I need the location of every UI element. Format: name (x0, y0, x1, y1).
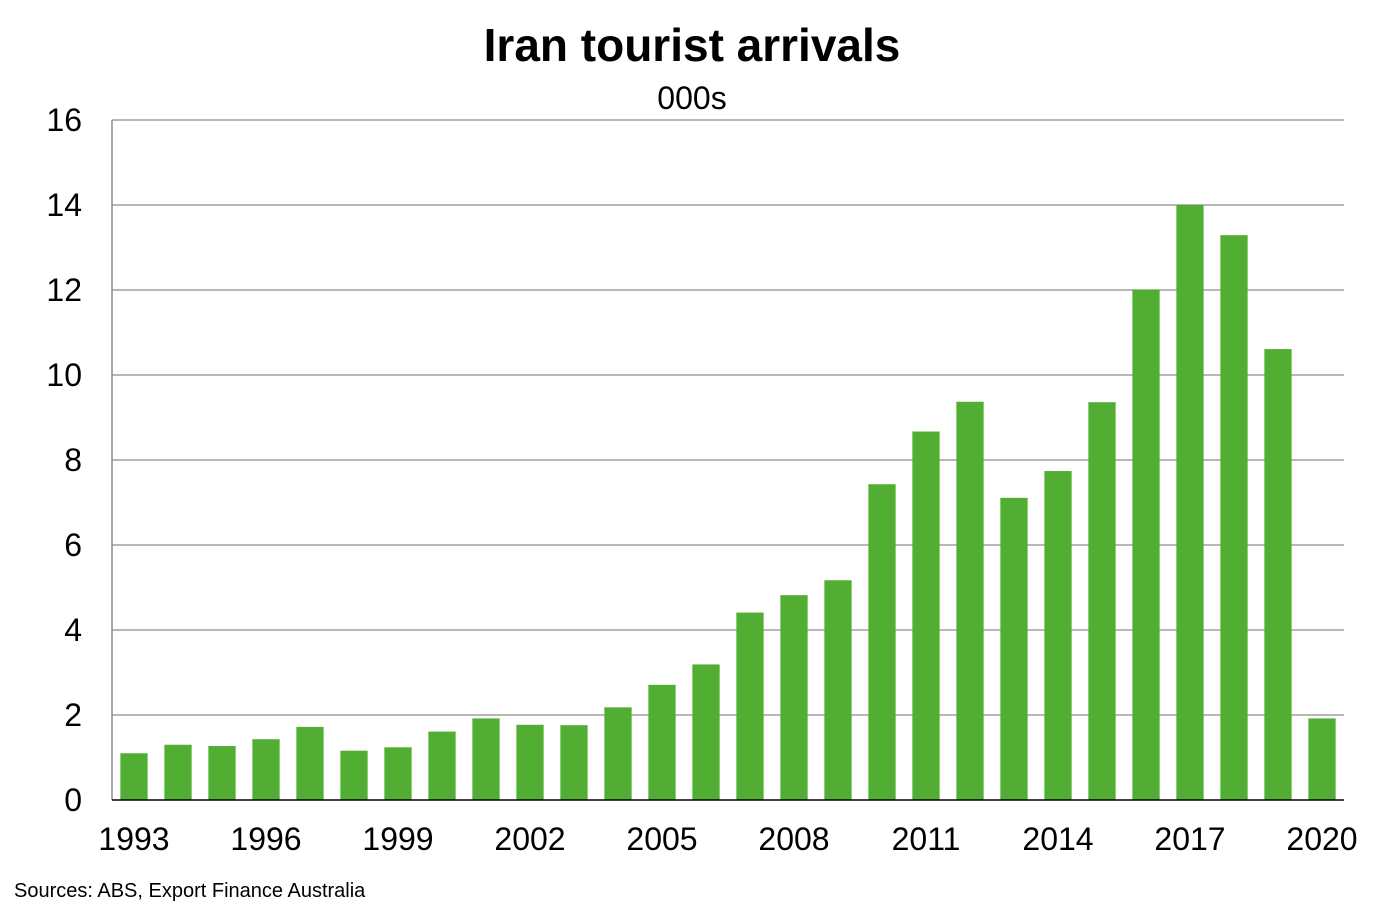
bar-2008 (780, 595, 808, 800)
y-tick-label: 2 (64, 697, 82, 733)
y-tick-label: 16 (46, 102, 82, 138)
x-tick-label: 1996 (230, 821, 301, 857)
bar-2010 (868, 484, 896, 800)
chart-title: Iran tourist arrivals (483, 19, 901, 71)
bar-1998 (340, 750, 368, 800)
bar-2000 (428, 731, 456, 800)
chart-subtitle: 000s (657, 80, 727, 116)
x-tick-label: 1999 (362, 821, 433, 857)
bar-2020 (1308, 718, 1336, 800)
x-tick-label: 2014 (1022, 821, 1093, 857)
bar-1997 (296, 726, 324, 800)
bar-2001 (472, 718, 500, 800)
bar-2016 (1132, 289, 1160, 800)
y-tick-label: 6 (64, 527, 82, 563)
bar-2011 (912, 431, 940, 800)
x-tick-label: 2008 (758, 821, 829, 857)
bar-2007 (736, 612, 764, 800)
bar-2014 (1044, 471, 1072, 800)
bar-2003 (560, 725, 588, 800)
source-note: Sources: ABS, Export Finance Australia (14, 880, 366, 902)
bar-2005 (648, 684, 676, 800)
x-tick-label: 2011 (892, 821, 961, 857)
bar-1993 (120, 753, 148, 800)
y-tick-label: 8 (64, 442, 82, 478)
bar-2004 (604, 707, 632, 800)
y-tick-label: 0 (64, 782, 82, 818)
bar-1996 (252, 739, 280, 800)
y-tick-label: 10 (46, 357, 82, 393)
x-tick-label: 1993 (98, 821, 169, 857)
y-tick-label: 12 (46, 272, 82, 308)
bar-2015 (1088, 402, 1116, 800)
y-tick-label: 14 (46, 187, 82, 223)
x-tick-label: 2005 (626, 821, 697, 857)
bar-2002 (516, 724, 544, 800)
bar-2006 (692, 664, 720, 800)
bar-2019 (1264, 349, 1292, 800)
bar-2013 (1000, 497, 1028, 800)
bar-2012 (956, 401, 984, 800)
x-tick-label: 2002 (494, 821, 565, 857)
bar-2017 (1176, 205, 1204, 800)
bar-1994 (164, 744, 192, 800)
bar-2009 (824, 580, 852, 800)
x-tick-label: 2017 (1154, 821, 1225, 857)
y-tick-label: 4 (64, 612, 82, 648)
bar-1995 (208, 746, 236, 800)
x-tick-label: 2020 (1286, 821, 1357, 857)
bar-2018 (1220, 235, 1248, 801)
bar-1999 (384, 747, 412, 800)
